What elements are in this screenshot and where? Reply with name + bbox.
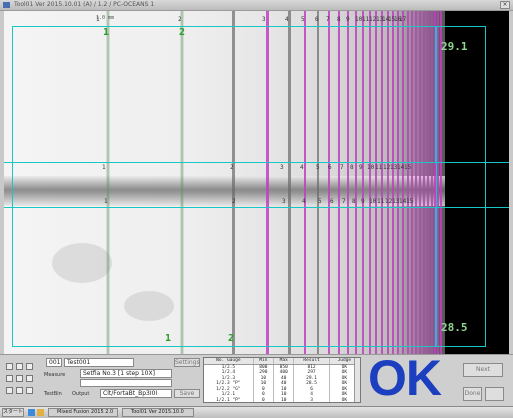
table-row[interactable]: 1/2.1 "P" 0 10 3 OK bbox=[204, 398, 360, 404]
guide-line-lower bbox=[4, 207, 509, 208]
marker-number: 1 bbox=[102, 164, 106, 171]
value-top: 29.1 bbox=[441, 40, 468, 53]
marker-number: 5 bbox=[316, 164, 320, 171]
marker-number: 2 bbox=[230, 164, 234, 171]
table-scrollbar[interactable] bbox=[354, 358, 360, 402]
option-checkbox[interactable] bbox=[6, 375, 13, 382]
app-icon bbox=[3, 2, 10, 8]
id-field[interactable]: 001 bbox=[46, 358, 62, 367]
option-checkbox[interactable] bbox=[26, 375, 33, 382]
taskbar-item[interactable]: Tool01 Ver 2015.10.0 bbox=[122, 408, 194, 417]
marker-number: 15 bbox=[406, 198, 413, 205]
table-cell: 1/2.1 "P" bbox=[204, 398, 253, 404]
marker-number: 3 bbox=[262, 16, 266, 23]
close-button[interactable]: × bbox=[500, 1, 510, 9]
line-label-bottom-2: 2 bbox=[228, 333, 234, 344]
marker-number: 7 bbox=[342, 198, 346, 205]
cancel-button[interactable] bbox=[485, 387, 504, 401]
output-label: Output bbox=[72, 391, 89, 397]
marker-number: 9 bbox=[346, 16, 350, 23]
guide-line-upper bbox=[4, 162, 509, 163]
marker-number: 15 bbox=[404, 164, 411, 171]
measure-label: Measure bbox=[44, 372, 65, 378]
roi-right[interactable] bbox=[436, 26, 486, 347]
name-field[interactable]: Test001 bbox=[64, 358, 134, 367]
option-checkbox[interactable] bbox=[16, 375, 23, 382]
roi-top[interactable] bbox=[12, 26, 436, 163]
marker-number: 5 bbox=[318, 198, 322, 205]
option-checkbox[interactable] bbox=[16, 387, 23, 394]
marker-number: 3 bbox=[280, 164, 284, 171]
marker-number: 8 bbox=[337, 16, 341, 23]
marker-number: 6 bbox=[315, 16, 319, 23]
output-field[interactable]: Clt/FortaBt_Bp3I0I bbox=[100, 389, 172, 398]
browser-icon[interactable] bbox=[28, 409, 35, 416]
save-button[interactable]: Save bbox=[174, 389, 200, 398]
marker-number: 8 bbox=[350, 164, 354, 171]
results-table[interactable]: No. Gauge Min Max Result Judge 1/2.5 800 850 81… bbox=[203, 357, 361, 403]
marker-number: 10 bbox=[369, 198, 376, 205]
option-checkbox[interactable] bbox=[26, 387, 33, 394]
control-panel: 001 Test001 Settings Measure Setfia No.3… bbox=[0, 354, 513, 406]
marker-number: 4 bbox=[300, 164, 304, 171]
setting-field[interactable]: Setfia No.3 [1 step 10X] bbox=[80, 369, 172, 378]
start-button[interactable]: スタート bbox=[2, 408, 24, 417]
table-cell: 0 bbox=[253, 398, 273, 404]
settings-button[interactable]: Settings bbox=[174, 358, 200, 367]
done-button[interactable]: Done bbox=[463, 387, 482, 401]
marker-number: 3 bbox=[282, 198, 286, 205]
result-indicator: OK bbox=[368, 351, 441, 405]
marker-number: 4 bbox=[302, 198, 306, 205]
marker-number: 4 bbox=[285, 16, 289, 23]
line-label-top-2: 2 bbox=[179, 27, 185, 38]
marker-number: 17 bbox=[399, 16, 406, 23]
next-button[interactable]: Next bbox=[463, 363, 503, 377]
marker-number: 2 bbox=[232, 198, 236, 205]
marker-number: 11 bbox=[377, 198, 384, 205]
marker-number: 10 bbox=[367, 164, 374, 171]
marker-number: 7 bbox=[326, 16, 330, 23]
title-bar: Tool01 Ver 2015.10.01 (A) / 1.2 / PC-OCE… bbox=[0, 0, 513, 11]
option-checkbox[interactable] bbox=[26, 363, 33, 370]
window-title: Tool01 Ver 2015.10.01 (A) / 1.2 / PC-OCE… bbox=[14, 0, 154, 10]
marker-number: 9 bbox=[361, 198, 365, 205]
line-label-bottom-1: 1 bbox=[165, 333, 171, 344]
marker-number: 9 bbox=[359, 164, 363, 171]
marker-number: 7 bbox=[340, 164, 344, 171]
extra-field[interactable] bbox=[80, 379, 172, 387]
marker-number: 2 bbox=[178, 16, 182, 23]
marker-number: 8 bbox=[352, 198, 356, 205]
roi-bottom[interactable] bbox=[12, 207, 436, 347]
marker-number: 5 bbox=[301, 16, 305, 23]
table-cell: 3 bbox=[294, 398, 329, 404]
line-label-top-1: 1 bbox=[103, 27, 109, 38]
guide-line-left bbox=[12, 26, 13, 347]
value-bottom: 28.5 bbox=[441, 321, 468, 334]
marker-number: 1 bbox=[104, 198, 108, 205]
marker-number: 11 bbox=[375, 164, 382, 171]
marker-number: 6 bbox=[328, 164, 332, 171]
taskbar-item[interactable]: Mixed Fusion 2015 2.0 bbox=[48, 408, 118, 417]
folder-icon[interactable] bbox=[37, 409, 44, 416]
option-checkbox[interactable] bbox=[6, 387, 13, 394]
marker-number: 6 bbox=[330, 198, 334, 205]
option-checkbox[interactable] bbox=[16, 363, 23, 370]
option-checkboxes bbox=[4, 361, 34, 403]
testbin-label: TestBin bbox=[44, 391, 62, 397]
taskbar: スタート Mixed Fusion 2015 2.0 Tool01 Ver 20… bbox=[0, 406, 513, 418]
marker-number: 1 bbox=[96, 16, 100, 23]
option-checkbox[interactable] bbox=[6, 363, 13, 370]
table-cell: 10 bbox=[274, 398, 294, 404]
